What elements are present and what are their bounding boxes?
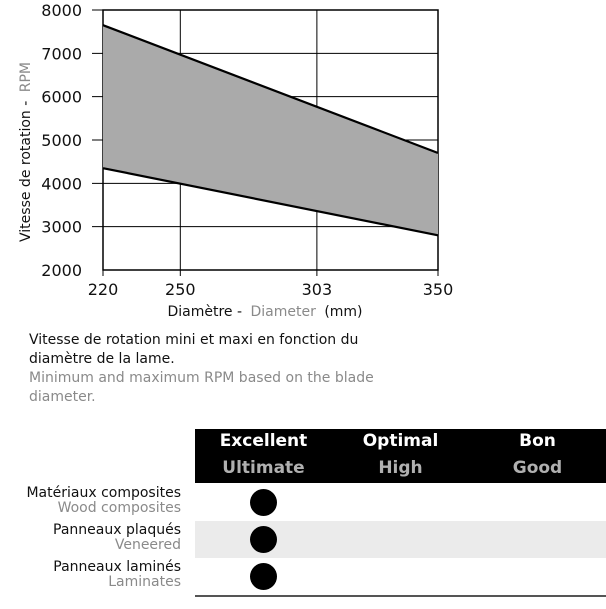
y-axis-label: Vitesse de rotation - RPM — [18, 62, 34, 242]
column-header-fr: Optimal — [362, 431, 439, 451]
rating-dot — [250, 563, 277, 590]
y-tick-label: 7000 — [41, 44, 82, 63]
x-tick-label: 303 — [302, 280, 333, 299]
x-axis-label-unit: (mm) — [324, 304, 362, 320]
chart-caption: Vitesse de rotation mini et maxi en fonc… — [29, 331, 429, 407]
row-label-en: Wood composites — [57, 500, 181, 516]
table-header: Excellent Ultimate Optimal High Bon Good — [195, 429, 606, 483]
row-label-en: Veneered — [114, 537, 181, 553]
x-tick-label: 220 — [88, 280, 119, 299]
y-axis-label-en: RPM — [18, 62, 34, 92]
rating-dot — [250, 526, 277, 553]
y-tick-label: 3000 — [41, 218, 82, 237]
rpm-range-band — [103, 25, 438, 236]
row-label: Panneaux plaqués Veneered — [53, 523, 181, 553]
series-line-min — [102, 167, 439, 237]
row-label: Matériaux composites Wood composites — [26, 486, 181, 516]
y-axis-label-fr: Vitesse de rotation - — [18, 101, 34, 242]
caption-fr-line2: diamètre de la lame. — [29, 351, 175, 367]
row-cells — [195, 484, 606, 521]
caption-en-line2: diameter. — [29, 389, 96, 405]
rpm-chart: 2000 3000 4000 5000 6000 7000 8000 220 250 303 35… — [18, 1, 454, 320]
series-line-max — [102, 24, 439, 155]
table-bottom-rule — [195, 595, 606, 597]
x-tick-label: 350 — [423, 280, 454, 299]
y-tick-label: 6000 — [41, 88, 82, 107]
row-cells — [195, 521, 606, 558]
x-axis-label-fr: Diamètre - — [167, 304, 242, 320]
table-row: Panneaux plaqués Veneered — [0, 521, 606, 558]
rating-dot — [250, 489, 277, 516]
table-row: Panneaux laminés Laminates — [0, 558, 606, 595]
row-cells — [195, 558, 606, 595]
column-header-fr: Bon — [519, 431, 556, 451]
x-axis-label-en: Diameter — [251, 304, 317, 320]
column-header-en: High — [378, 458, 423, 478]
column-header-fr: Excellent — [219, 431, 308, 451]
caption-en-line1: Minimum and maximum RPM based on the bla… — [29, 370, 374, 386]
y-tick-labels: 2000 3000 4000 5000 6000 7000 8000 — [41, 1, 82, 280]
row-label-fr: Matériaux composites — [26, 485, 181, 501]
column-header-en: Ultimate — [222, 458, 305, 478]
row-label-en: Laminates — [108, 574, 181, 590]
y-tick-label: 4000 — [41, 174, 82, 193]
y-tick-label: 5000 — [41, 131, 82, 150]
caption-fr-line1: Vitesse de rotation mini et maxi en fonc… — [29, 332, 359, 348]
y-tick-label: 2000 — [41, 261, 82, 280]
table-row: Matériaux composites Wood composites — [0, 484, 606, 521]
x-tick-label: 250 — [165, 280, 196, 299]
row-label-fr: Panneaux laminés — [53, 559, 181, 575]
y-tick-label: 8000 — [41, 1, 82, 20]
x-tick-labels: 220 250 303 350 — [88, 280, 454, 299]
row-label: Panneaux laminés Laminates — [53, 560, 181, 590]
x-axis-label: Diamètre - Diameter (mm) — [167, 304, 362, 320]
column-header-en: Good — [512, 458, 563, 478]
row-label-fr: Panneaux plaqués — [53, 522, 181, 538]
